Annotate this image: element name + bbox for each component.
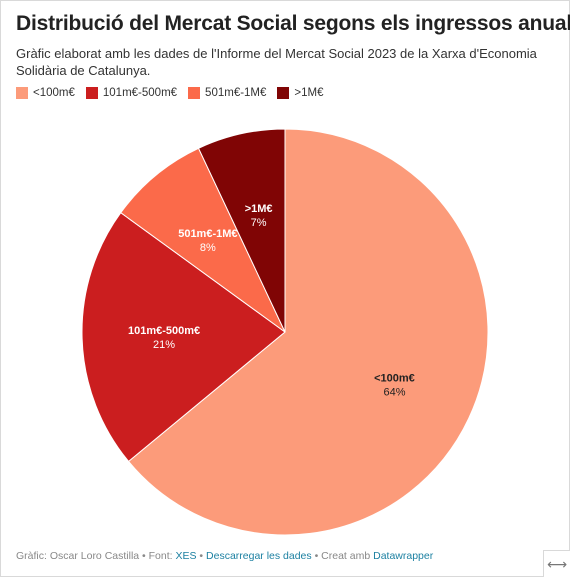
pie-chart: <100m€ 64% 101m€-500m€ 21% 501m€-1M€ 8% >1M€ 7% xyxy=(81,128,489,536)
footer-separator: • Font: xyxy=(139,550,176,562)
slice-label: >1M€ xyxy=(245,203,273,215)
slice-label: 501m€-1M€ xyxy=(178,228,237,240)
chart-title: Distribució del Mercat Social segons els… xyxy=(16,12,570,35)
slice-label: 101m€-500m€ xyxy=(128,325,200,337)
source-link[interactable]: XES xyxy=(175,550,197,562)
pie-slice xyxy=(120,147,286,333)
legend-item: <100m€ xyxy=(16,87,75,99)
expand-icon[interactable]: ⟷ xyxy=(543,550,570,577)
chart-footer: Gràfic: Oscar Loro Castilla • Font: XES … xyxy=(16,550,433,562)
pie-slice xyxy=(127,128,489,536)
footer-separator: • Creat amb xyxy=(311,550,374,562)
legend-swatch xyxy=(188,87,201,99)
legend-swatch xyxy=(85,87,98,99)
slice-value-label: 8% xyxy=(200,242,216,254)
chart-legend: <100m€ 101m€-500m€ 501m€-1M€ >1M€ xyxy=(16,87,335,99)
legend-item: >1M€ xyxy=(277,87,324,99)
legend-label: 101m€-500m€ xyxy=(102,87,178,99)
legend-label: 501m€-1M€ xyxy=(205,87,267,99)
slice-value-label: 7% xyxy=(251,217,267,229)
footer-credit: Gràfic: Oscar Loro Castilla xyxy=(16,550,140,562)
chart-subtitle: Gràfic elaborat amb les dades de l'Infor… xyxy=(16,46,537,78)
legend-label: >1M€ xyxy=(294,87,324,99)
pie-slice xyxy=(197,128,286,333)
legend-swatch xyxy=(277,87,290,99)
legend-item: 101m€-500m€ xyxy=(85,87,178,99)
download-data-link[interactable]: Descarregar les dades xyxy=(206,550,312,562)
legend-item: 501m€-1M€ xyxy=(188,87,266,99)
legend-label: <100m€ xyxy=(33,87,75,99)
footer-separator: • xyxy=(196,550,207,562)
legend-swatch xyxy=(16,87,28,99)
datawrapper-link[interactable]: Datawrapper xyxy=(373,550,434,562)
slice-label: <100m€ xyxy=(374,373,415,385)
pie-slice xyxy=(81,211,286,463)
slice-value-label: 21% xyxy=(153,339,175,351)
slice-value-label: 64% xyxy=(383,387,405,399)
